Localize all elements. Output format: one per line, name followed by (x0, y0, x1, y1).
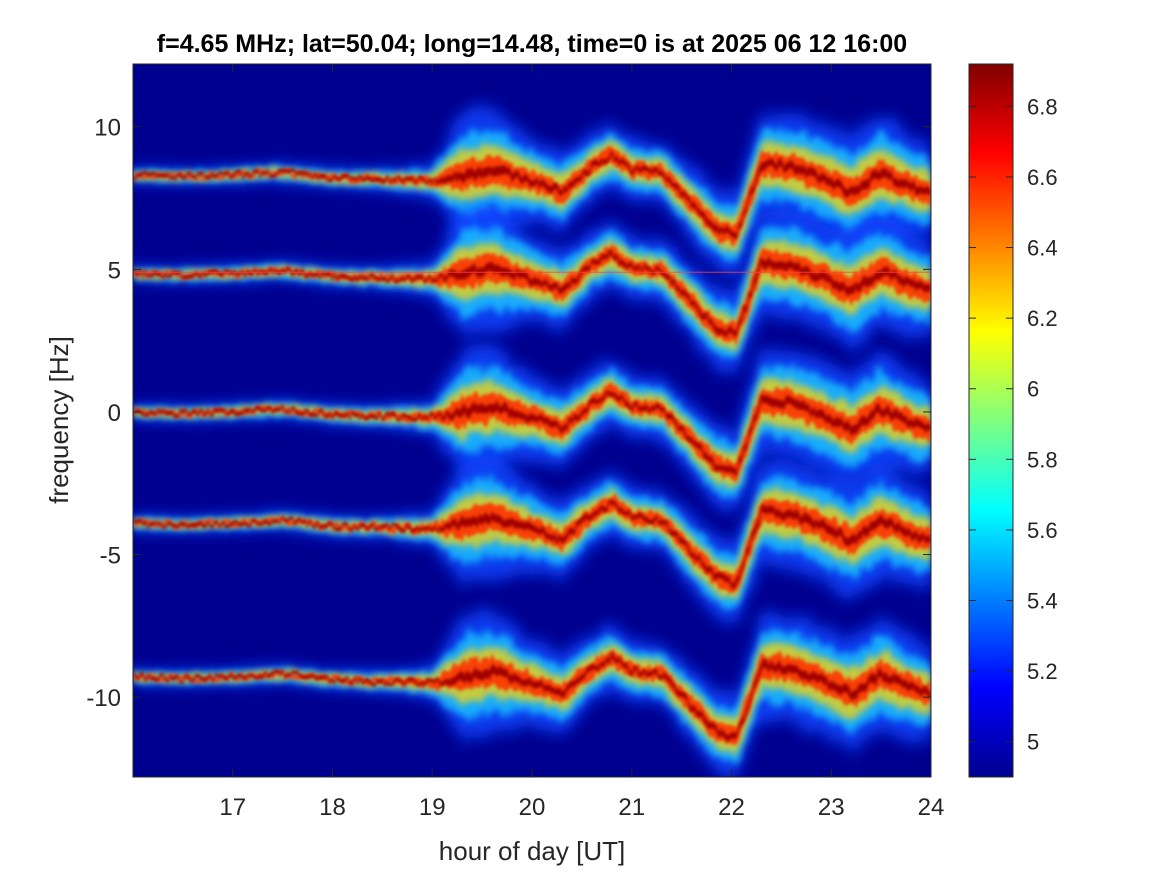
trace-band (133, 199, 931, 378)
colorbar-tick-label: 5 (1027, 730, 1039, 755)
y-tick-label: 5 (108, 257, 121, 284)
trace-band (133, 100, 931, 278)
x-tick-label: 23 (818, 794, 845, 821)
colorbar-tick-label: 6.6 (1027, 165, 1058, 190)
x-tick-label: 17 (219, 794, 246, 821)
colorbar-tick-label: 5.2 (1027, 659, 1058, 684)
x-tick-label: 20 (519, 794, 546, 821)
trace-mid (133, 137, 931, 254)
colorbar-tick-label: 6.4 (1027, 236, 1058, 261)
colorbar: 5 5.2 5.4 5.6 5.8 6 6.2 6.4 6.6 6.8 (968, 63, 1058, 778)
x-tick-label: 19 (419, 794, 446, 821)
y-axis-label: frequency [Hz] (44, 336, 74, 504)
plot-area (132, 63, 932, 778)
colorbar-tick-label: 5.4 (1027, 589, 1058, 614)
colorbar-tick-label: 6.2 (1027, 306, 1058, 331)
colorbar-tick-label: 5.8 (1027, 447, 1058, 472)
colorbar-tick-label: 6 (1027, 377, 1039, 402)
x-axis: 17 18 19 20 21 22 23 24 (219, 64, 944, 821)
y-tick-label: 0 (108, 400, 121, 427)
x-tick-label: 21 (618, 794, 645, 821)
chart-title: f=4.65 MHz; lat=50.04; long=14.48, time=… (157, 30, 907, 58)
colorbar-tick-label: 5.6 (1027, 518, 1058, 543)
y-tick-label: 10 (94, 115, 121, 142)
spectral-traces (133, 100, 931, 777)
trace-mid (133, 375, 931, 490)
x-tick-label: 18 (319, 794, 346, 821)
trace-band (133, 453, 931, 628)
y-axis: 10 5 0 -5 -10 (86, 115, 931, 712)
colorbar-tick-label: 6.8 (1027, 94, 1058, 119)
colorbar-gradient (968, 63, 1014, 778)
trace-band (133, 336, 931, 517)
x-tick-label: 24 (918, 794, 945, 821)
colorbar-ticks: 5 5.2 5.4 5.6 5.8 6 6.2 6.4 6.6 6.8 (969, 94, 1058, 755)
y-tick-label: -5 (100, 543, 121, 570)
y-tick-label: -10 (86, 685, 121, 712)
trace-band (133, 602, 931, 777)
trace-mid (133, 486, 931, 600)
x-tick-label: 22 (718, 794, 745, 821)
x-axis-label: hour of day [UT] (439, 836, 625, 866)
